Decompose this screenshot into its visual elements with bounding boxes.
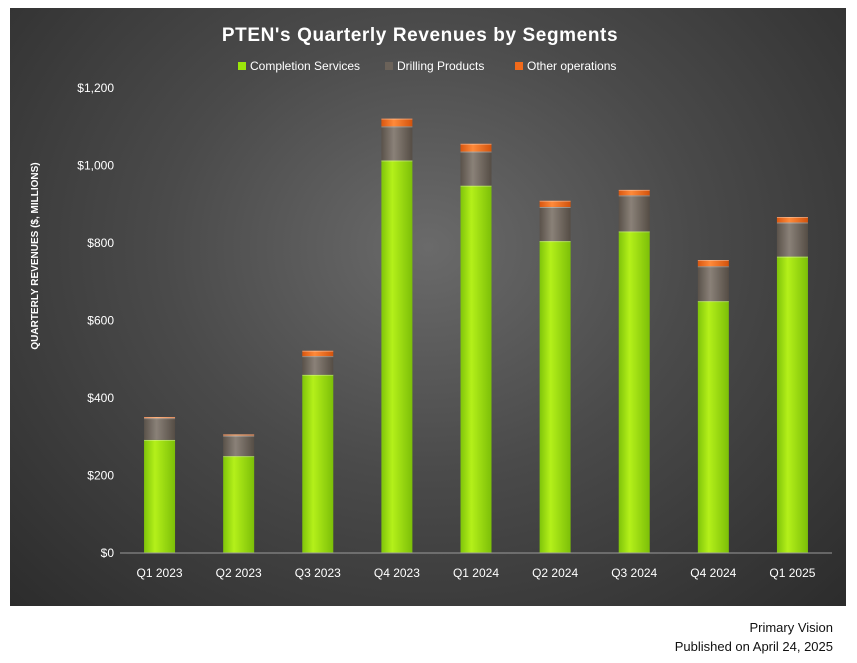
y-tick-label: $1,000 bbox=[77, 159, 114, 173]
bar-stack-q4-2024 bbox=[697, 260, 729, 553]
legend: Completion Services Drilling Products Othe… bbox=[238, 59, 616, 73]
stacked-bar-chart: PTEN's Quarterly Revenues by Segments Co… bbox=[30, 25, 832, 580]
legend-item-completion-services: Completion Services bbox=[238, 59, 360, 73]
legend-swatch bbox=[515, 62, 523, 70]
x-tick-label: Q1 2023 bbox=[137, 566, 183, 580]
y-tick-label: $800 bbox=[87, 236, 114, 250]
bar-drilling-products bbox=[302, 356, 334, 375]
bar-completion-services bbox=[618, 231, 650, 553]
bars bbox=[144, 118, 808, 553]
legend-label: Completion Services bbox=[250, 59, 360, 73]
bar-stack-q1-2024 bbox=[460, 143, 492, 553]
x-tick-label: Q4 2024 bbox=[690, 566, 736, 580]
legend-item-other-operations: Other operations bbox=[515, 59, 616, 73]
y-axis-label: QUARTERLY REVENUES ($, MILLIONS) bbox=[30, 162, 41, 349]
bar-drilling-products bbox=[697, 266, 729, 302]
legend-swatch bbox=[385, 62, 393, 70]
bar-completion-services bbox=[460, 185, 492, 553]
bar-other-operations bbox=[381, 118, 413, 127]
bar-completion-services bbox=[539, 241, 571, 553]
bar-drilling-products bbox=[460, 151, 492, 186]
bar-drilling-products bbox=[381, 126, 413, 161]
bar-other-operations bbox=[144, 416, 176, 419]
bar-completion-services bbox=[381, 160, 413, 553]
bar-stack-q2-2023 bbox=[223, 434, 255, 553]
x-tick-label: Q2 2024 bbox=[532, 566, 578, 580]
bar-drilling-products bbox=[144, 418, 176, 440]
bar-completion-services bbox=[776, 256, 808, 553]
bar-drilling-products bbox=[539, 206, 571, 242]
x-tick-label: Q2 2023 bbox=[216, 566, 262, 580]
bar-stack-q2-2024 bbox=[539, 200, 571, 553]
bar-drilling-products bbox=[223, 435, 255, 457]
x-tick-label: Q4 2023 bbox=[374, 566, 420, 580]
bar-drilling-products bbox=[776, 222, 808, 257]
y-tick-label: $200 bbox=[87, 469, 114, 483]
x-tick-label: Q3 2023 bbox=[295, 566, 341, 580]
y-tick-label: $1,200 bbox=[77, 81, 114, 95]
bar-other-operations bbox=[460, 143, 492, 152]
bar-stack-q3-2024 bbox=[618, 189, 650, 553]
bar-other-operations bbox=[539, 200, 571, 207]
legend-label: Other operations bbox=[527, 59, 616, 73]
bar-other-operations bbox=[302, 350, 334, 357]
bar-other-operations bbox=[223, 434, 255, 436]
bar-other-operations bbox=[776, 217, 808, 223]
bar-other-operations bbox=[697, 260, 729, 267]
x-axis-ticks: Q1 2023 Q2 2023 Q3 2023 Q4 2023 Q1 2024 Q2 20… bbox=[137, 566, 816, 580]
y-tick-label: $0 bbox=[101, 546, 115, 560]
bar-completion-services bbox=[302, 374, 334, 553]
legend-label: Drilling Products bbox=[397, 59, 484, 73]
bar-completion-services bbox=[144, 439, 176, 553]
legend-swatch bbox=[238, 62, 246, 70]
chart-title: PTEN's Quarterly Revenues by Segments bbox=[222, 25, 618, 46]
x-tick-label: Q1 2025 bbox=[769, 566, 815, 580]
chart-panel: PTEN's Quarterly Revenues by Segments Co… bbox=[10, 8, 846, 606]
bar-completion-services bbox=[223, 456, 255, 553]
y-axis-ticks: $0 $200 $400 $600 $800 $1,000 $1,200 bbox=[77, 81, 114, 560]
bar-completion-services bbox=[697, 301, 729, 553]
x-tick-label: Q1 2024 bbox=[453, 566, 499, 580]
y-tick-label: $400 bbox=[87, 391, 114, 405]
x-tick-label: Q3 2024 bbox=[611, 566, 657, 580]
bar-stack-q1-2025 bbox=[776, 217, 808, 553]
bar-stack-q1-2023 bbox=[144, 416, 176, 553]
bar-other-operations bbox=[618, 189, 650, 196]
bar-stack-q3-2023 bbox=[302, 350, 334, 553]
y-tick-label: $600 bbox=[87, 314, 114, 328]
bar-stack-q4-2023 bbox=[381, 118, 413, 553]
legend-item-drilling-products: Drilling Products bbox=[385, 59, 484, 73]
footer-published-date: Published on April 24, 2025 bbox=[674, 639, 833, 654]
bar-drilling-products bbox=[618, 195, 650, 232]
footer-source: Primary Vision bbox=[749, 620, 833, 635]
